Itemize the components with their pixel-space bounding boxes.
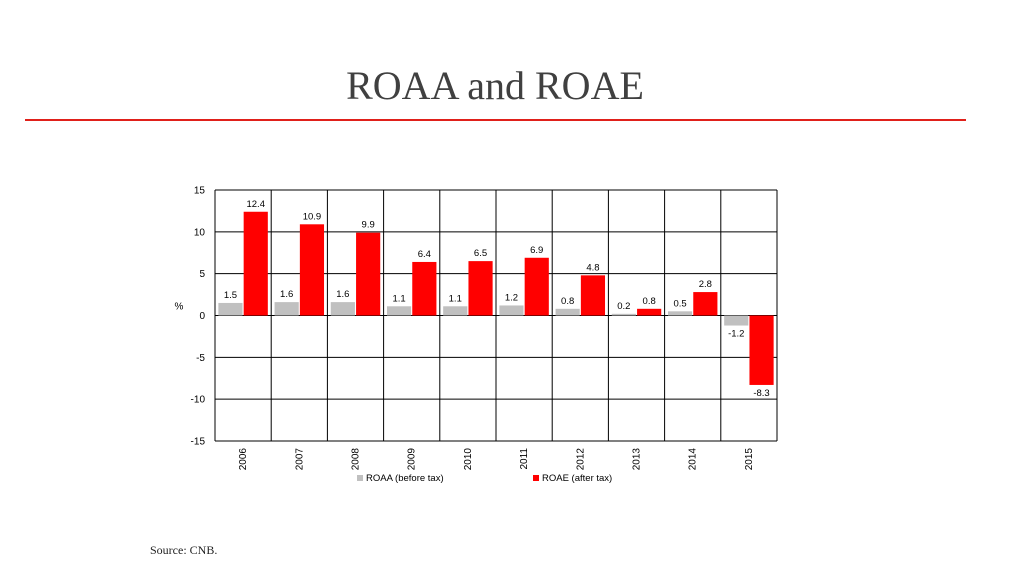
x-tick-label: 2006 — [238, 448, 249, 471]
page-title: ROAA and ROAE — [346, 63, 644, 108]
data-label: 4.8 — [586, 262, 599, 273]
data-label: 1.1 — [392, 293, 405, 304]
axis-layer: 15 10 5 0 -5 -10 -15% 2006 2007 2008 2009 2010 2011 2… — [175, 186, 755, 471]
data-label: -8.3 — [753, 388, 769, 399]
data-labels-layer: 1.5 1.6 1.6 1.1 1.1 1.2 0.8 0.2 0.5 -1.2 12.4 10.9 9… — [224, 199, 770, 399]
data-label: 6.4 — [418, 249, 431, 260]
y-axis-label: % — [175, 302, 184, 313]
y-tick-label: 0 — [199, 311, 205, 322]
data-label: 6.9 — [530, 245, 543, 256]
x-tick-label: 2009 — [407, 448, 418, 471]
legend-swatch — [533, 475, 539, 481]
bar-roaa — [218, 302, 243, 316]
data-label: 2.8 — [699, 279, 712, 290]
data-label: 9.9 — [362, 220, 375, 231]
bar-roae — [243, 211, 268, 316]
data-label: 1.2 — [505, 292, 518, 303]
bar-roae — [637, 308, 662, 316]
bar-roae — [524, 257, 549, 316]
data-label: 12.4 — [246, 199, 265, 210]
bar-roaa — [330, 302, 355, 316]
legend-label: ROAE (after tax) — [542, 473, 612, 484]
data-label: 0.5 — [673, 298, 686, 309]
data-label: 0.2 — [617, 301, 630, 312]
y-tick-label: 10 — [194, 227, 206, 238]
bar-roaa — [667, 311, 693, 316]
bar-roaa — [611, 313, 636, 316]
x-tick-label: 2011 — [519, 448, 530, 470]
data-label: 1.5 — [224, 290, 237, 301]
source-note: Source: CNB. — [150, 543, 218, 557]
bar-roaa — [386, 306, 412, 316]
bar-roaa — [555, 308, 580, 316]
x-tick-label: 2013 — [632, 448, 643, 471]
x-tick-label: 2008 — [351, 448, 362, 471]
bar-roae — [749, 315, 774, 385]
bar-roae — [468, 261, 493, 316]
x-tick-label: 2010 — [463, 448, 474, 471]
bar-roaa — [443, 306, 468, 316]
bar-roae — [356, 232, 381, 316]
bar-roae — [580, 275, 606, 316]
y-tick-label: 5 — [199, 269, 205, 280]
data-label: 6.5 — [474, 248, 487, 259]
x-tick-label: 2012 — [575, 448, 586, 471]
x-tick-label: 2014 — [688, 448, 699, 471]
bars-layer — [218, 211, 774, 385]
legend-swatch — [357, 475, 363, 481]
data-label: 0.8 — [561, 296, 574, 307]
y-tick-label: -10 — [191, 395, 206, 406]
y-tick-label: 15 — [194, 186, 206, 197]
data-label: 1.1 — [449, 293, 462, 304]
bar-roaa — [724, 315, 749, 326]
data-label: 10.9 — [303, 211, 322, 222]
bar-roaa — [499, 305, 524, 316]
bar-roae — [299, 224, 325, 316]
x-tick-label: 2015 — [744, 448, 755, 471]
legend-label: ROAA (before tax) — [366, 473, 444, 484]
bar-roae — [412, 261, 437, 316]
data-label: 1.6 — [336, 289, 349, 300]
legend: ROAA (before tax) ROAE (after tax) — [357, 473, 612, 484]
y-tick-label: -5 — [196, 353, 205, 364]
data-label: 0.8 — [643, 296, 656, 307]
x-tick-label: 2007 — [294, 448, 305, 471]
data-label: 1.6 — [280, 289, 293, 300]
data-label: -1.2 — [728, 329, 744, 340]
grid-layer — [214, 189, 778, 442]
title-divider — [25, 119, 966, 121]
bar-roae — [693, 292, 718, 316]
y-tick-label: -15 — [191, 437, 206, 448]
bar-roaa — [274, 302, 299, 316]
